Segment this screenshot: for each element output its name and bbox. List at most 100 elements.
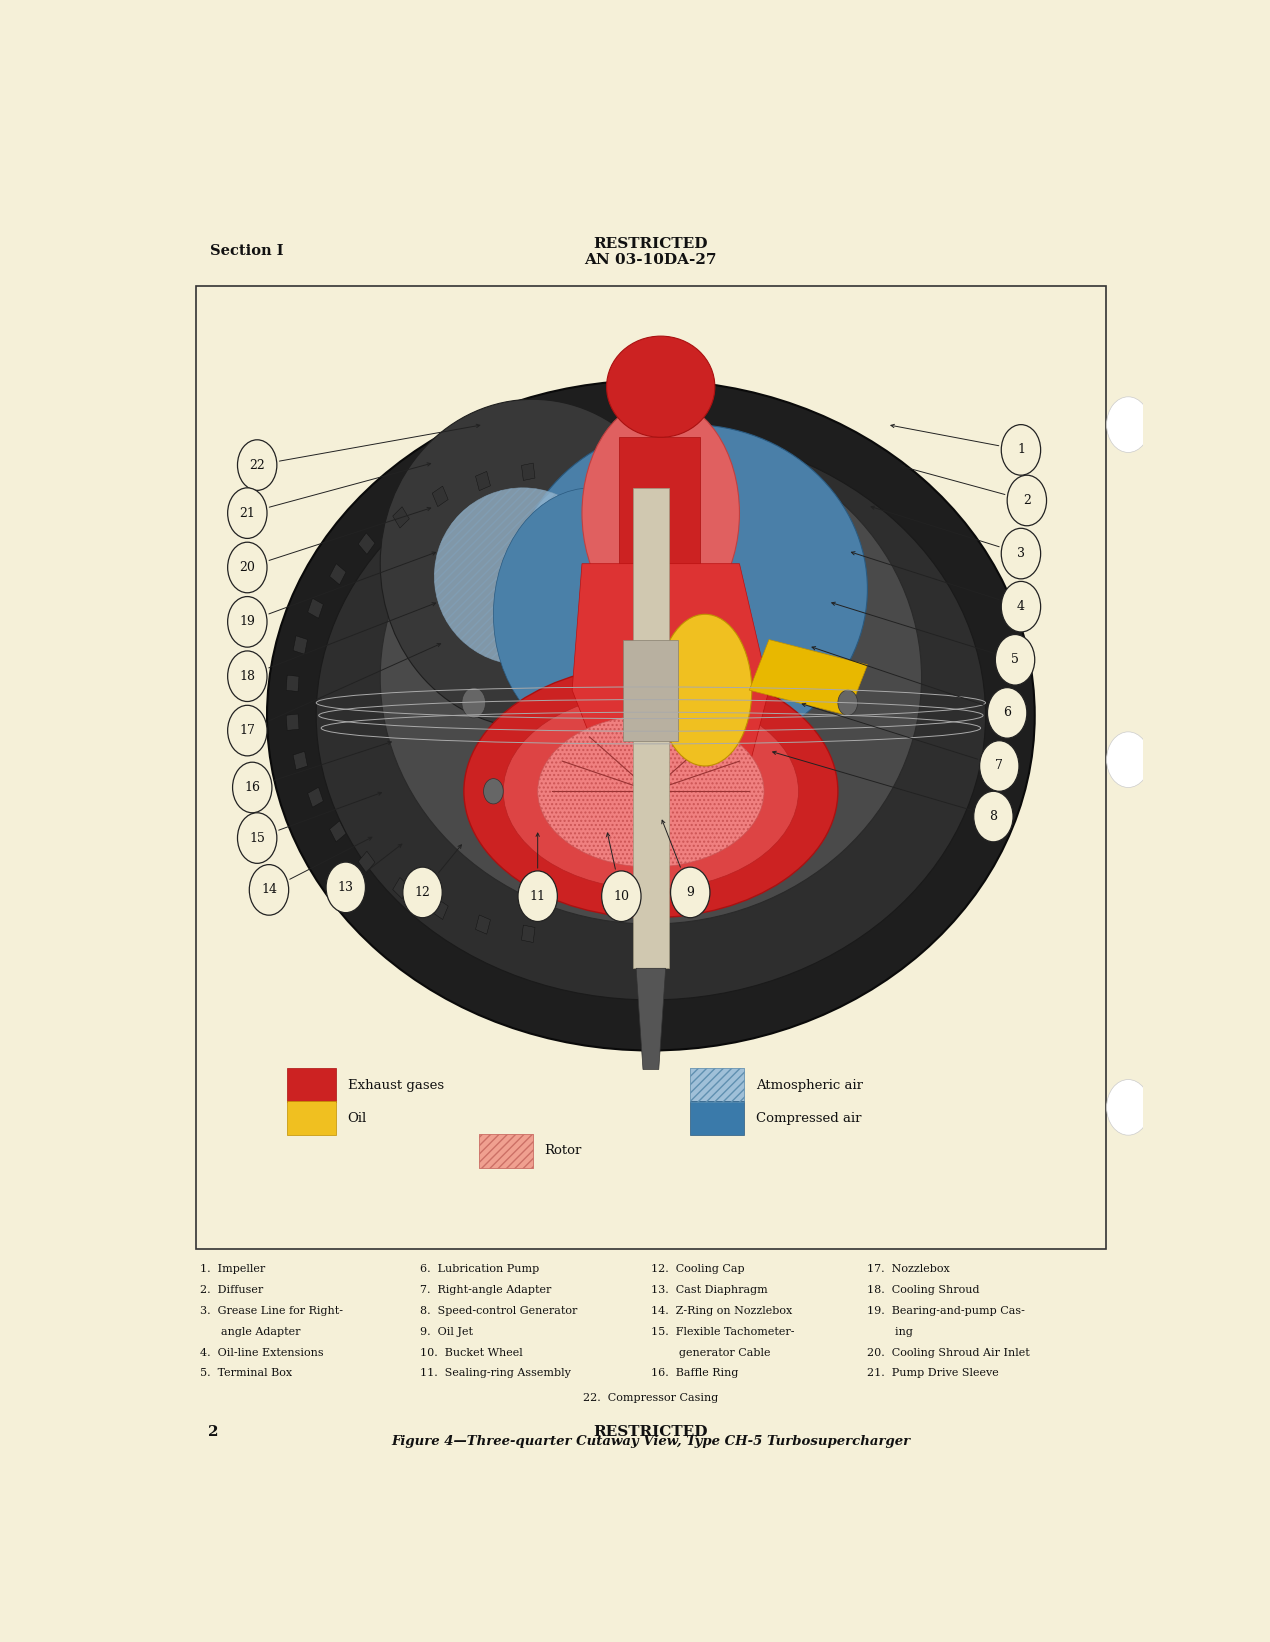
- Text: 12: 12: [414, 887, 431, 898]
- Text: 3: 3: [1017, 547, 1025, 560]
- Text: 18.  Cooling Shroud: 18. Cooling Shroud: [867, 1286, 980, 1296]
- Text: 11: 11: [530, 890, 546, 903]
- Text: 13: 13: [338, 880, 354, 893]
- Ellipse shape: [316, 430, 986, 1000]
- Circle shape: [227, 488, 267, 539]
- Circle shape: [1106, 1079, 1149, 1135]
- Circle shape: [518, 870, 558, 921]
- Ellipse shape: [582, 399, 739, 627]
- Text: 9: 9: [686, 887, 695, 898]
- Text: 17: 17: [239, 724, 255, 737]
- Text: 8: 8: [989, 810, 997, 823]
- Ellipse shape: [607, 337, 715, 437]
- Circle shape: [326, 862, 366, 913]
- Circle shape: [838, 690, 857, 716]
- Ellipse shape: [380, 430, 922, 924]
- Circle shape: [996, 634, 1035, 685]
- Bar: [196, 286, 1106, 1250]
- Bar: [286, 714, 298, 731]
- Text: Atmospheric air: Atmospheric air: [756, 1079, 864, 1092]
- Polygon shape: [572, 563, 770, 765]
- Bar: [293, 752, 307, 770]
- Text: 3.  Grease Line for Right-: 3. Grease Line for Right-: [201, 1305, 343, 1315]
- Text: 20: 20: [239, 562, 255, 575]
- Circle shape: [979, 741, 1019, 791]
- Bar: [330, 821, 345, 842]
- Circle shape: [988, 688, 1027, 739]
- Bar: [392, 507, 409, 529]
- Bar: [522, 924, 535, 943]
- Circle shape: [237, 440, 277, 491]
- Circle shape: [484, 778, 503, 805]
- Circle shape: [403, 867, 442, 918]
- Bar: [634, 488, 668, 969]
- Circle shape: [1007, 475, 1046, 525]
- Bar: [624, 640, 678, 741]
- Ellipse shape: [658, 614, 752, 765]
- Text: 19.  Bearing-and-pump Cas-: 19. Bearing-and-pump Cas-: [867, 1305, 1025, 1315]
- Bar: [479, 1135, 533, 1167]
- Text: 22: 22: [249, 458, 265, 471]
- Text: 4: 4: [1017, 601, 1025, 612]
- Polygon shape: [636, 969, 665, 1069]
- Text: 14.  Z-Ring on Nozzlebox: 14. Z-Ring on Nozzlebox: [650, 1305, 792, 1315]
- Bar: [522, 463, 535, 481]
- Text: 2: 2: [1022, 494, 1031, 507]
- Text: 17.  Nozzlebox: 17. Nozzlebox: [867, 1264, 950, 1274]
- Text: 1: 1: [1017, 443, 1025, 456]
- Text: 9.  Oil Jet: 9. Oil Jet: [419, 1327, 472, 1337]
- Text: RESTRICTED: RESTRICTED: [593, 1425, 709, 1440]
- Text: 11.  Sealing-ring Assembly: 11. Sealing-ring Assembly: [419, 1368, 570, 1378]
- Ellipse shape: [434, 488, 612, 665]
- Bar: [475, 915, 490, 934]
- Circle shape: [1106, 397, 1149, 453]
- Bar: [307, 787, 324, 808]
- Bar: [691, 1069, 744, 1102]
- Circle shape: [974, 791, 1013, 842]
- Circle shape: [227, 542, 267, 593]
- Text: AN 03-10DA-27: AN 03-10DA-27: [584, 253, 718, 268]
- Bar: [392, 877, 409, 898]
- Text: 4.  Oil-line Extensions: 4. Oil-line Extensions: [201, 1348, 324, 1358]
- Text: 21.  Pump Drive Sleeve: 21. Pump Drive Sleeve: [867, 1368, 999, 1378]
- Text: Rotor: Rotor: [545, 1144, 582, 1158]
- Circle shape: [671, 867, 710, 918]
- Text: 7: 7: [996, 760, 1003, 772]
- Text: Figure 4—Three-quarter Cutaway View, Type CH-5 Turbosupercharger: Figure 4—Three-quarter Cutaway View, Typ…: [391, 1435, 911, 1448]
- Text: 6: 6: [1003, 706, 1011, 719]
- Circle shape: [602, 870, 641, 921]
- Circle shape: [1001, 581, 1040, 632]
- Bar: [432, 486, 448, 507]
- Text: Section I: Section I: [210, 245, 283, 258]
- Bar: [287, 1102, 335, 1135]
- Text: Exhaust gases: Exhaust gases: [348, 1079, 443, 1092]
- Text: 7.  Right-angle Adapter: 7. Right-angle Adapter: [419, 1286, 551, 1296]
- Circle shape: [227, 596, 267, 647]
- Text: Oil: Oil: [348, 1112, 367, 1125]
- Bar: [691, 1102, 744, 1135]
- Text: 22.  Compressor Casing: 22. Compressor Casing: [583, 1392, 719, 1404]
- Text: 5: 5: [1011, 654, 1019, 667]
- Bar: [293, 635, 307, 654]
- Ellipse shape: [493, 488, 690, 741]
- Polygon shape: [749, 639, 867, 716]
- Text: 16.  Baffle Ring: 16. Baffle Ring: [650, 1368, 738, 1378]
- Bar: [358, 851, 375, 872]
- Ellipse shape: [503, 693, 799, 890]
- Text: angle Adapter: angle Adapter: [201, 1327, 301, 1337]
- Text: 20.  Cooling Shroud Air Inlet: 20. Cooling Shroud Air Inlet: [867, 1348, 1030, 1358]
- Circle shape: [462, 688, 485, 718]
- Ellipse shape: [380, 399, 686, 727]
- Bar: [330, 563, 345, 585]
- Text: 13.  Cast Diaphragm: 13. Cast Diaphragm: [650, 1286, 767, 1296]
- Circle shape: [227, 650, 267, 701]
- Polygon shape: [620, 437, 700, 741]
- Bar: [479, 1135, 533, 1167]
- Circle shape: [1001, 425, 1040, 475]
- Circle shape: [232, 762, 272, 813]
- Text: 6.  Lubrication Pump: 6. Lubrication Pump: [419, 1264, 538, 1274]
- Ellipse shape: [267, 381, 1035, 1051]
- Circle shape: [1001, 529, 1040, 580]
- Text: RESTRICTED: RESTRICTED: [593, 236, 709, 251]
- Text: generator Cable: generator Cable: [650, 1348, 771, 1358]
